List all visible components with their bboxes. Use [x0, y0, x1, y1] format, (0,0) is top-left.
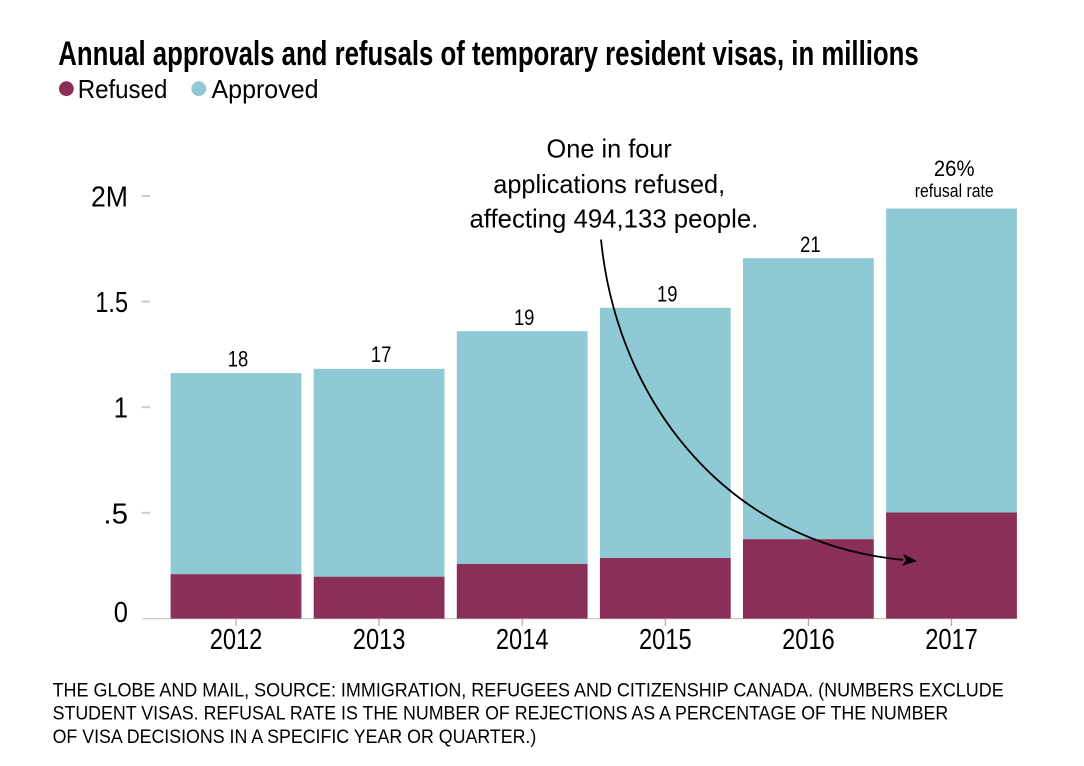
svg-text:17: 17 — [371, 342, 392, 367]
svg-text:2015: 2015 — [639, 624, 692, 656]
svg-text:1.5: 1.5 — [95, 287, 128, 319]
svg-text:2016: 2016 — [782, 624, 835, 656]
svg-text:19: 19 — [657, 281, 678, 306]
svg-text:STUDENT VISAS. REFUSAL RATE IS: STUDENT VISAS. REFUSAL RATE IS THE NUMBE… — [53, 703, 949, 724]
svg-text:19: 19 — [514, 305, 535, 330]
svg-text:1: 1 — [114, 393, 128, 425]
svg-text:2014: 2014 — [496, 624, 549, 656]
svg-text:0: 0 — [114, 597, 128, 629]
svg-text:affecting 494,133 people.: affecting 494,133 people. — [469, 203, 758, 233]
svg-text:OF VISA DECISIONS IN A SPECIFI: OF VISA DECISIONS IN A SPECIFIC YEAR OR … — [53, 727, 537, 748]
svg-text:refusal rate: refusal rate — [915, 181, 994, 201]
svg-text:Refused: Refused — [78, 74, 168, 104]
svg-text:2013: 2013 — [353, 624, 406, 656]
svg-text:applications refused,: applications refused, — [493, 169, 725, 199]
svg-text:2017: 2017 — [925, 624, 978, 656]
svg-text:Annual approvals and refusals: Annual approvals and refusals of tempora… — [58, 35, 918, 73]
svg-text:.5: .5 — [103, 498, 128, 530]
svg-text:18: 18 — [228, 346, 249, 371]
svg-text:2012: 2012 — [210, 624, 263, 656]
svg-text:THE GLOBE AND MAIL, SOURCE: IM: THE GLOBE AND MAIL, SOURCE: IMMIGRATION,… — [53, 680, 1004, 701]
svg-text:Approved: Approved — [212, 74, 319, 104]
svg-text:21: 21 — [800, 232, 821, 257]
svg-text:2M: 2M — [91, 182, 128, 214]
svg-text:One in four: One in four — [547, 134, 673, 164]
svg-text:26%: 26% — [934, 156, 975, 181]
